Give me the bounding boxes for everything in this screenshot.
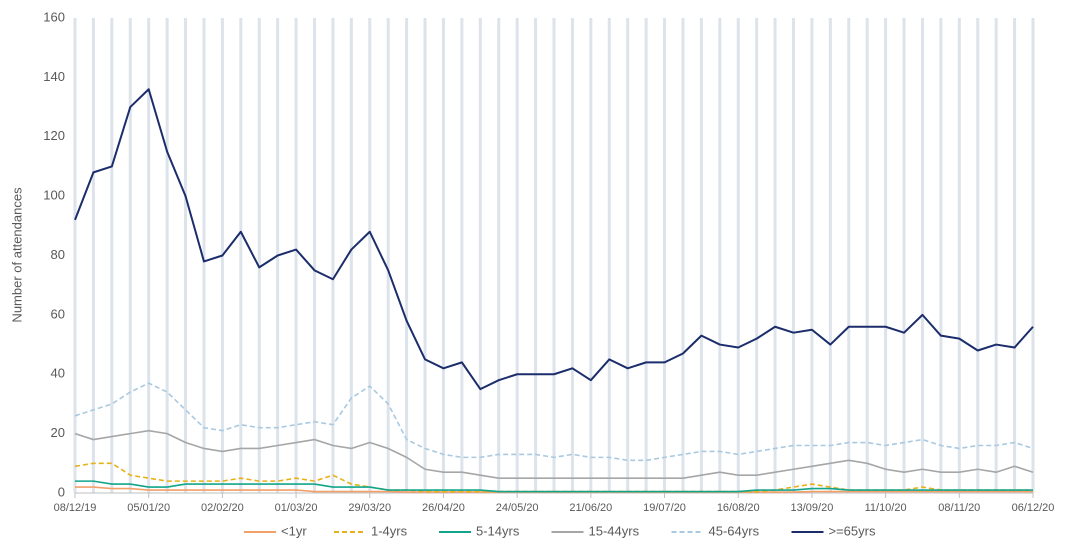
y-tick-label: 60: [51, 306, 65, 321]
x-tick-label: 16/08/20: [717, 502, 760, 514]
series-line: [75, 480, 1033, 493]
x-tick-label: 08/11/20: [938, 502, 980, 514]
series-line: [74, 88, 1034, 391]
x-tick-label: 13/09/20: [791, 502, 834, 514]
series-line: [74, 429, 1034, 479]
y-tick-label: 140: [43, 69, 65, 84]
series-line: [74, 382, 1034, 462]
x-tick-label: 26/04/20: [422, 502, 465, 514]
legend-label: >=65yrs: [829, 523, 876, 538]
x-tick-label: 11/10/20: [865, 502, 907, 514]
x-tick-label: 21/06/20: [569, 502, 612, 514]
y-tick-label: 100: [43, 188, 65, 203]
legend-label: 5-14yrs: [476, 523, 520, 538]
y-tick-label: 20: [51, 425, 65, 440]
y-tick-label: 80: [51, 247, 65, 262]
legend-label: 45-64yrs: [709, 523, 760, 538]
y-tick-label: 0: [58, 484, 65, 499]
x-tick-label: 02/02/20: [201, 502, 244, 514]
y-tick-label: 40: [51, 366, 65, 381]
y-tick-label: 120: [43, 128, 65, 143]
x-tick-label: 24/05/20: [496, 502, 539, 514]
y-tick-label: 160: [43, 9, 65, 24]
x-tick-label: 06/12/20: [1012, 502, 1055, 514]
legend-label: <1yr: [281, 523, 307, 538]
x-tick-label: 29/03/20: [348, 502, 391, 514]
x-tick-label: 19/07/20: [643, 502, 686, 514]
x-tick-label: 08/12/19: [54, 502, 97, 514]
x-tick-label: 01/03/20: [275, 502, 318, 514]
x-tick-label: 05/01/20: [127, 502, 170, 514]
y-axis-label: Number of attendances: [9, 187, 24, 323]
legend-label: 15-44yrs: [589, 523, 640, 538]
legend-label: 1-4yrs: [371, 523, 408, 538]
